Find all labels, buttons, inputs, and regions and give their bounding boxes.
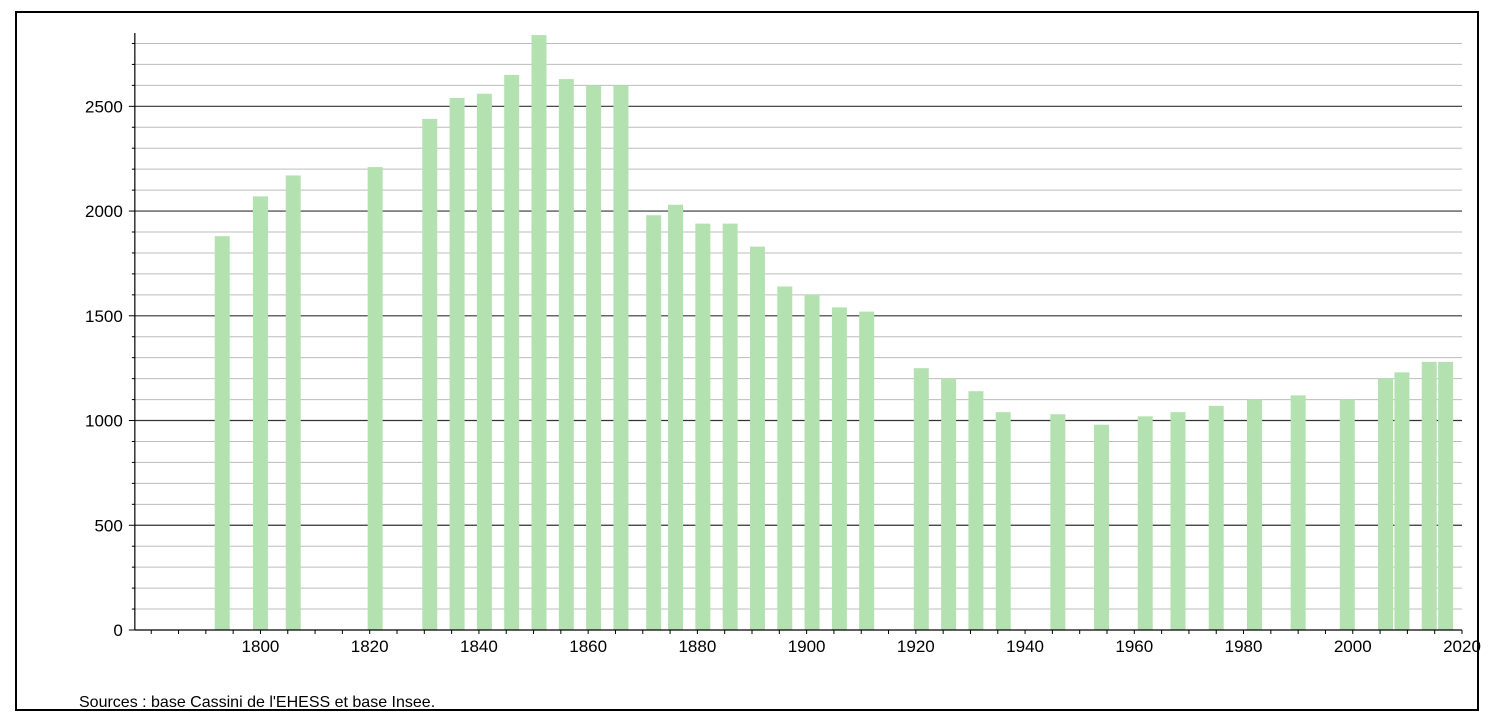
bar-2006 (1378, 378, 1394, 630)
x-tick-label: 1840 (460, 637, 498, 656)
bar-1793 (214, 236, 230, 631)
x-tick-label: 2000 (1334, 637, 1372, 656)
population-bar-chart: 0 500 1000 1500 2000 2500 1800 1820 1840 1860 1880… (85, 33, 1481, 656)
bar-1962 (1137, 416, 1153, 630)
bar-1926 (941, 378, 957, 630)
y-tick-label: 0 (113, 621, 122, 640)
bar-1800 (252, 196, 268, 631)
bar-1931 (968, 391, 984, 630)
bar-2017 (1438, 361, 1454, 630)
x-tick-label: 1900 (788, 637, 826, 656)
bar-1851 (531, 35, 547, 631)
bar-1856 (558, 79, 574, 630)
bar-1872 (646, 215, 662, 630)
bar-1836 (449, 97, 465, 631)
bar-1896 (777, 286, 793, 630)
bar-1866 (613, 85, 629, 631)
bar-1975 (1208, 405, 1224, 630)
x-tick-label: 1940 (1006, 637, 1044, 656)
bar-1831 (422, 118, 438, 630)
bar-1946 (1050, 414, 1066, 630)
bar-1999 (1339, 399, 1355, 630)
x-tick-label: 1980 (1225, 637, 1263, 656)
x-tick-label: 1920 (897, 637, 935, 656)
bar-1841 (476, 93, 492, 630)
bar-1891 (749, 246, 765, 631)
grid-lines (134, 42, 1462, 610)
chart-frame: 0 500 1000 1500 2000 2500 1800 1820 1840 1860 1880… (15, 11, 1481, 711)
bar-1881 (695, 223, 711, 631)
bar-1921 (913, 368, 929, 630)
bar-1806 (285, 175, 301, 630)
bar-1901 (804, 294, 820, 630)
bar-2009 (1394, 372, 1410, 630)
bar-1911 (859, 311, 875, 630)
x-tick-label: 1800 (242, 637, 280, 656)
y-tick-label: 500 (94, 516, 122, 535)
x-tick-label: 1860 (569, 637, 607, 656)
y-tick-label: 2500 (85, 97, 123, 116)
bar-1861 (586, 85, 602, 631)
bar-1968 (1170, 412, 1186, 630)
axes: 0 500 1000 1500 2000 2500 1800 1820 1840 1860 1880… (85, 33, 1481, 656)
bar-1906 (831, 307, 847, 630)
bar-1876 (668, 204, 684, 630)
bar-1990 (1290, 395, 1306, 630)
bar-1954 (1094, 424, 1110, 630)
bar-1982 (1246, 399, 1262, 630)
y-tick-label: 1000 (85, 412, 123, 431)
x-tick-label: 1960 (1115, 637, 1153, 656)
y-tick-label: 2000 (85, 202, 123, 221)
bar-1886 (722, 223, 738, 631)
x-tick-label: 1820 (351, 637, 389, 656)
x-tick-label: 1880 (678, 637, 716, 656)
bar-1821 (367, 167, 383, 630)
source-note: Sources : base Cassini de l'EHESS et bas… (79, 694, 436, 711)
x-tick-label: 2020 (1443, 637, 1481, 656)
bar-1846 (504, 74, 520, 631)
y-tick-label: 1500 (85, 307, 123, 326)
bars (214, 35, 1454, 631)
bar-2014 (1421, 361, 1437, 630)
bar-1936 (995, 412, 1011, 630)
